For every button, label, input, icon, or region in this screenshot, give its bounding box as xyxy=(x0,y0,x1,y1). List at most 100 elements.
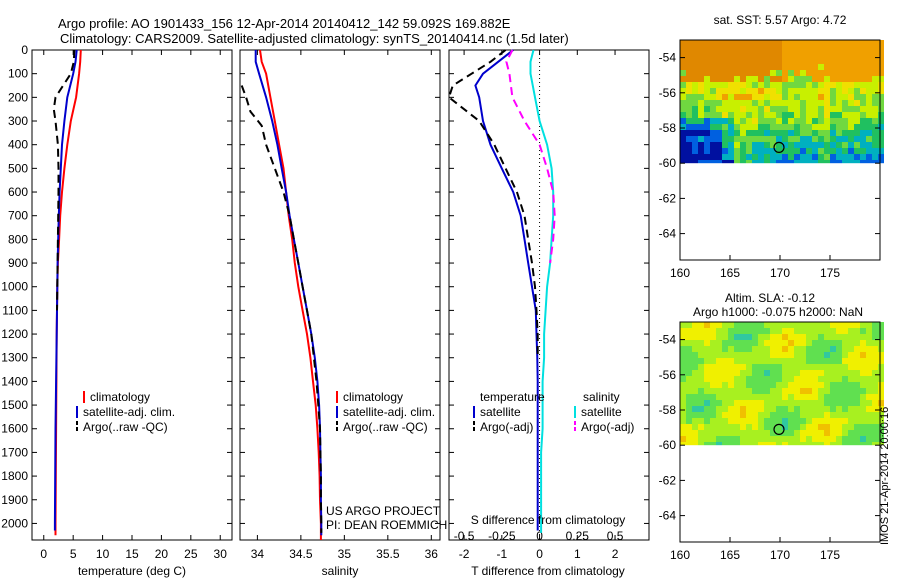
map-cell xyxy=(800,406,806,412)
map-cell xyxy=(746,52,752,58)
map-cell xyxy=(692,358,698,364)
map-cell xyxy=(866,406,872,412)
map-cell xyxy=(878,82,884,88)
map-cell xyxy=(812,124,818,130)
map-cell xyxy=(740,394,746,400)
map-cell xyxy=(764,118,770,124)
lon-tick-label: 170 xyxy=(770,548,790,562)
map-cell xyxy=(722,322,728,328)
map-cell xyxy=(764,106,770,112)
map-cell xyxy=(680,88,686,94)
map-cell xyxy=(866,328,872,334)
map-cell xyxy=(746,406,752,412)
map-cell xyxy=(692,436,698,442)
map-cell xyxy=(830,124,836,130)
map-cell xyxy=(752,430,758,436)
map-cell xyxy=(758,334,764,340)
map-cell xyxy=(800,70,806,76)
map-cell xyxy=(782,346,788,352)
map-cell xyxy=(866,400,872,406)
map-cell xyxy=(746,418,752,424)
map-cell xyxy=(878,322,884,328)
map-cell xyxy=(680,394,686,400)
map-cell xyxy=(812,340,818,346)
map-cell xyxy=(770,334,776,340)
map-cell xyxy=(740,82,746,88)
map-cell xyxy=(776,346,782,352)
map-cell xyxy=(860,334,866,340)
map-cell xyxy=(806,394,812,400)
map-cell xyxy=(782,406,788,412)
map-cell xyxy=(872,418,878,424)
map-cell xyxy=(734,142,740,148)
map-cell xyxy=(704,76,710,82)
map-cell xyxy=(680,418,686,424)
map-cell xyxy=(812,160,818,164)
map-cell xyxy=(788,94,794,100)
map-cell xyxy=(746,400,752,406)
map-cell xyxy=(866,118,872,124)
map-cell xyxy=(824,376,830,382)
map-cell xyxy=(704,154,710,160)
map-cell xyxy=(734,364,740,370)
map-cell xyxy=(752,364,758,370)
map-cell xyxy=(872,370,878,376)
map-cell xyxy=(872,136,878,142)
map-cell xyxy=(860,76,866,82)
map-cell xyxy=(752,334,758,340)
map-cell xyxy=(866,340,872,346)
map-cell xyxy=(836,112,842,118)
map-cell xyxy=(824,436,830,442)
map-cell xyxy=(782,376,788,382)
map-cell xyxy=(836,400,842,406)
map-cell xyxy=(704,94,710,100)
map-cell xyxy=(782,112,788,118)
map-cell xyxy=(866,352,872,358)
map-cell xyxy=(728,436,734,442)
map-cell xyxy=(818,52,824,58)
map-cell xyxy=(866,76,872,82)
map-cell xyxy=(866,148,872,154)
map-cell xyxy=(716,346,722,352)
x-tick-label: 5 xyxy=(70,547,77,561)
map-cell xyxy=(812,130,818,136)
map-cell xyxy=(776,106,782,112)
map-cell xyxy=(770,412,776,418)
map-cell xyxy=(704,106,710,112)
map-cell xyxy=(872,130,878,136)
map-cell xyxy=(836,52,842,58)
map-cell xyxy=(716,382,722,388)
map-cell xyxy=(794,406,800,412)
map-cell xyxy=(824,118,830,124)
map-cell xyxy=(842,82,848,88)
series-line-argo---raw--qc- xyxy=(240,85,323,533)
map-cell xyxy=(722,70,728,76)
map-cell xyxy=(830,142,836,148)
map-cell xyxy=(878,328,884,334)
map-cell xyxy=(812,76,818,82)
map-cell xyxy=(824,88,830,94)
map-cell xyxy=(680,442,686,446)
map-cell xyxy=(854,430,860,436)
map-cell xyxy=(746,88,752,94)
map-cell xyxy=(728,88,734,94)
map-cell xyxy=(860,100,866,106)
map-cell xyxy=(746,142,752,148)
map-cell xyxy=(824,412,830,418)
map-cell xyxy=(728,76,734,82)
map-cell xyxy=(704,430,710,436)
map-cell xyxy=(866,82,872,88)
map-cell xyxy=(710,160,716,164)
map-cell xyxy=(746,148,752,154)
map-cell xyxy=(830,442,836,446)
map-cell xyxy=(740,376,746,382)
map-cell xyxy=(842,154,848,160)
map-cell xyxy=(740,442,746,446)
map-cell xyxy=(734,322,740,328)
difference-panel-frame xyxy=(448,49,650,541)
map-cell xyxy=(878,76,884,82)
map-cell xyxy=(764,58,770,64)
map-cell xyxy=(818,322,824,328)
map-cell xyxy=(806,358,812,364)
